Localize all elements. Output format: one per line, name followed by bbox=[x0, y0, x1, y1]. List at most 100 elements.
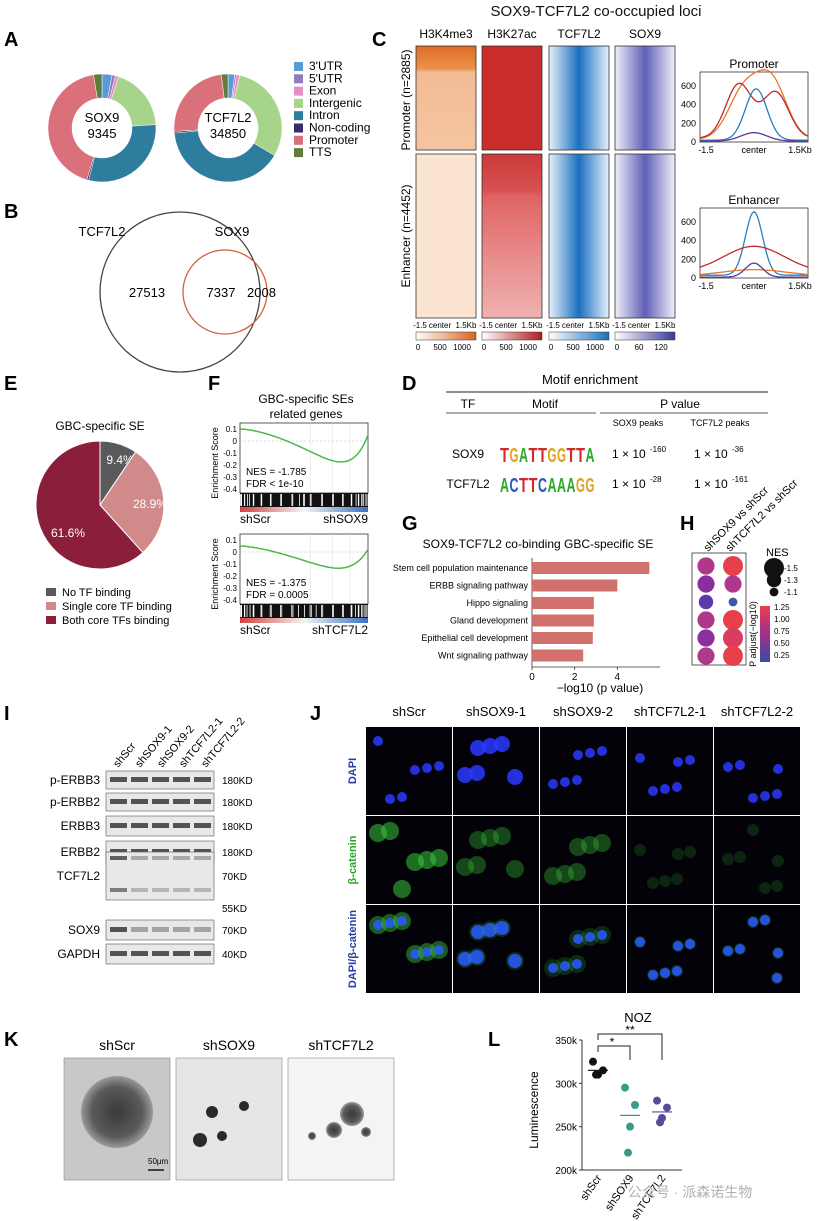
if-catenin bbox=[393, 880, 411, 898]
heatmap-shade bbox=[416, 46, 476, 150]
dot bbox=[724, 575, 742, 593]
colorbar-tick: 0 bbox=[549, 343, 554, 352]
heat-xtick: center bbox=[628, 321, 651, 330]
motif-base: A bbox=[548, 475, 557, 497]
gsea-hit bbox=[365, 605, 367, 617]
pvalue-sox9: 1 × 10 bbox=[612, 447, 646, 461]
padj-tick: 0.50 bbox=[774, 639, 790, 648]
gsea-hit bbox=[252, 494, 254, 506]
gsea-hit bbox=[240, 605, 241, 617]
gsea-hit bbox=[355, 605, 356, 617]
gsea-left-label: shScr bbox=[240, 623, 271, 637]
if-nucleus bbox=[723, 946, 733, 956]
lum-point bbox=[656, 1118, 664, 1127]
heatmap-col-sox9: SOX9 bbox=[629, 27, 661, 41]
heatmap-promoter-col bbox=[614, 45, 676, 151]
colorbar-tick: 1000 bbox=[519, 343, 537, 352]
colorbar-tick: 500 bbox=[499, 343, 513, 352]
bar-chart-enrichment: Stem cell population maintenance ERBB sig… bbox=[393, 558, 660, 683]
blot-band bbox=[152, 799, 169, 804]
if-row-label: β-catenin bbox=[347, 835, 359, 884]
blot-band bbox=[110, 823, 127, 828]
blot-protein-label: p-ERBB3 bbox=[50, 773, 100, 787]
profile-plot-promoter: Promoter 0 200 400 600 -1.5 center 1.5Kb bbox=[681, 57, 812, 155]
if-nucleus bbox=[457, 767, 473, 783]
blot-band bbox=[173, 823, 190, 828]
pvalue-tcf: 1 × 10 bbox=[694, 447, 728, 461]
if-nucleus bbox=[597, 746, 607, 756]
if-image bbox=[627, 905, 713, 993]
lum-ytick: 350k bbox=[555, 1036, 578, 1047]
bar bbox=[532, 614, 594, 627]
bar-xtick: 2 bbox=[572, 672, 578, 683]
dot bbox=[697, 557, 715, 575]
profile-xtick: 1.5Kb bbox=[788, 281, 812, 291]
if-catenin bbox=[734, 851, 746, 863]
gsea-hit bbox=[315, 605, 317, 617]
blot-mw: 40KD bbox=[222, 950, 247, 961]
legend-swatch bbox=[294, 98, 303, 108]
gsea-hit bbox=[270, 494, 272, 506]
colorbar-tick: 120 bbox=[654, 343, 668, 352]
gsea-hit bbox=[249, 494, 250, 506]
donut-segment bbox=[173, 130, 275, 183]
if-column-label: shTCF7L2-1 bbox=[634, 704, 706, 719]
heat-xtick: -1.5 bbox=[546, 321, 560, 330]
blot-band bbox=[110, 927, 127, 932]
if-nucleus bbox=[685, 939, 695, 949]
if-nucleus bbox=[735, 760, 745, 770]
heatmap-frame bbox=[548, 153, 610, 319]
gsea-curve bbox=[239, 428, 369, 463]
if-catenin bbox=[493, 827, 511, 845]
if-nucleus bbox=[760, 915, 770, 925]
blot-band bbox=[131, 856, 148, 860]
profile-xtick: center bbox=[741, 281, 766, 291]
if-nucleus bbox=[470, 740, 486, 756]
blot-band bbox=[131, 888, 148, 892]
if-nucleus bbox=[585, 932, 595, 942]
bar-xtick: 4 bbox=[615, 672, 621, 683]
lum-xtick: shScr bbox=[578, 1173, 604, 1203]
gsea-ytick: -0.2 bbox=[223, 572, 237, 581]
gsea-ytick: -0.1 bbox=[223, 560, 237, 569]
motif-base: G bbox=[548, 445, 557, 467]
heat-xtick: -1.5 bbox=[413, 321, 427, 330]
gsea-ytick: -0.1 bbox=[223, 449, 237, 458]
padj-ticks: 1.25 1.00 0.75 0.50 0.25 bbox=[774, 603, 790, 660]
gsea-hit bbox=[291, 494, 293, 506]
blot-band bbox=[131, 777, 148, 782]
blot-band bbox=[110, 799, 127, 804]
blot-band bbox=[110, 777, 127, 782]
gsea-hit bbox=[304, 605, 305, 617]
profile-xtick: -1.5 bbox=[698, 145, 714, 155]
if-column-label: shSOX9-2 bbox=[553, 704, 613, 719]
dot bbox=[723, 646, 743, 666]
heatmap-block bbox=[615, 46, 675, 150]
gsea-hit bbox=[246, 605, 248, 617]
motif-base: T bbox=[529, 475, 538, 497]
panel-letter-g: G bbox=[402, 513, 418, 535]
nes-legend-title: NES bbox=[766, 547, 789, 559]
if-image bbox=[453, 816, 539, 904]
if-nucleus bbox=[585, 748, 595, 758]
bar-category-label: ERBB signaling pathway bbox=[429, 581, 528, 591]
colorbar-tick: 1000 bbox=[586, 343, 604, 352]
gsea-hit bbox=[270, 605, 272, 617]
heat-xtick: -1.5 bbox=[612, 321, 626, 330]
legend-label: Non-coding bbox=[309, 121, 370, 135]
motif-base: T bbox=[519, 475, 528, 497]
if-nucleus bbox=[482, 738, 498, 754]
pvalue-tcf: 1 × 10 bbox=[694, 477, 728, 491]
gsea-title-line2: related genes bbox=[270, 407, 343, 421]
blot-band bbox=[173, 888, 190, 892]
blot-band bbox=[194, 927, 211, 932]
blot-band bbox=[152, 856, 169, 860]
profile-curve bbox=[699, 82, 809, 139]
if-nucleus bbox=[434, 761, 444, 771]
padj-tick: 0.25 bbox=[774, 651, 790, 660]
venn-left-only: 27513 bbox=[129, 285, 165, 300]
gsea-hit bbox=[240, 494, 241, 506]
if-nucleus bbox=[648, 970, 658, 980]
